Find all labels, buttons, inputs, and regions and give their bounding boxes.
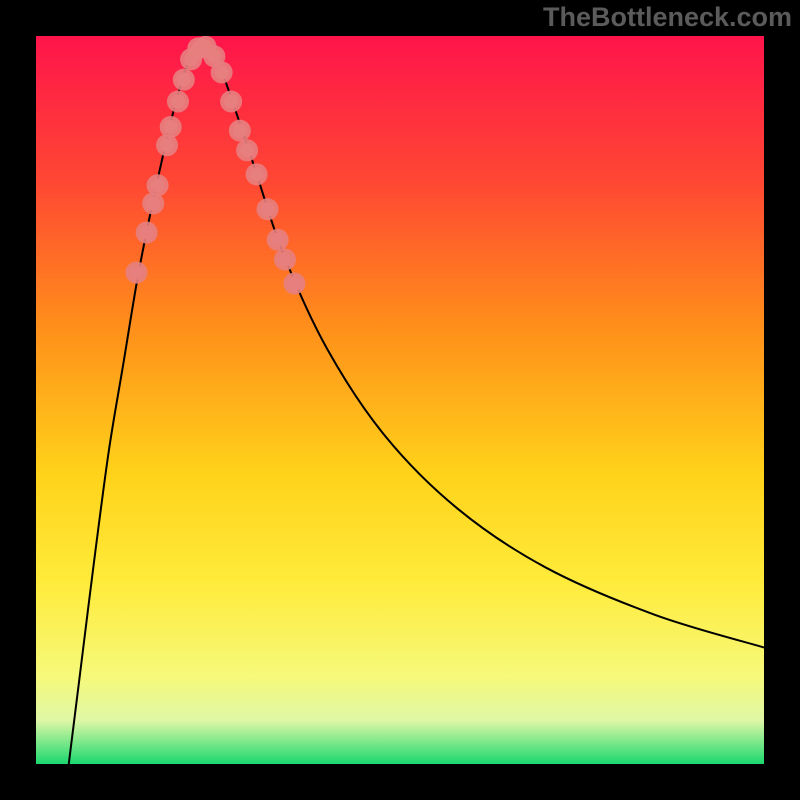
marker-dot-inner xyxy=(171,95,185,109)
marker-dot-inner xyxy=(140,226,154,240)
marker-dot-inner xyxy=(164,120,178,134)
marker-dot-inner xyxy=(215,65,229,79)
marker-dot-inner xyxy=(146,196,160,210)
marker-dot-inner xyxy=(250,167,264,181)
marker-dot-inner xyxy=(271,233,285,247)
marker-dot-inner xyxy=(207,49,221,63)
marker-dot-inner xyxy=(278,252,292,266)
marker-dot-inner xyxy=(287,277,301,291)
marker-dot-inner xyxy=(261,202,275,216)
marker-dot-inner xyxy=(129,266,143,280)
marker-dot-inner xyxy=(224,95,238,109)
marker-dot-inner xyxy=(177,73,191,87)
marker-dot-inner xyxy=(240,143,254,157)
marker-dot-inner xyxy=(160,138,174,152)
marker-dot-inner xyxy=(233,124,247,138)
chart-svg xyxy=(0,0,800,800)
marker-dot-inner xyxy=(151,178,165,192)
